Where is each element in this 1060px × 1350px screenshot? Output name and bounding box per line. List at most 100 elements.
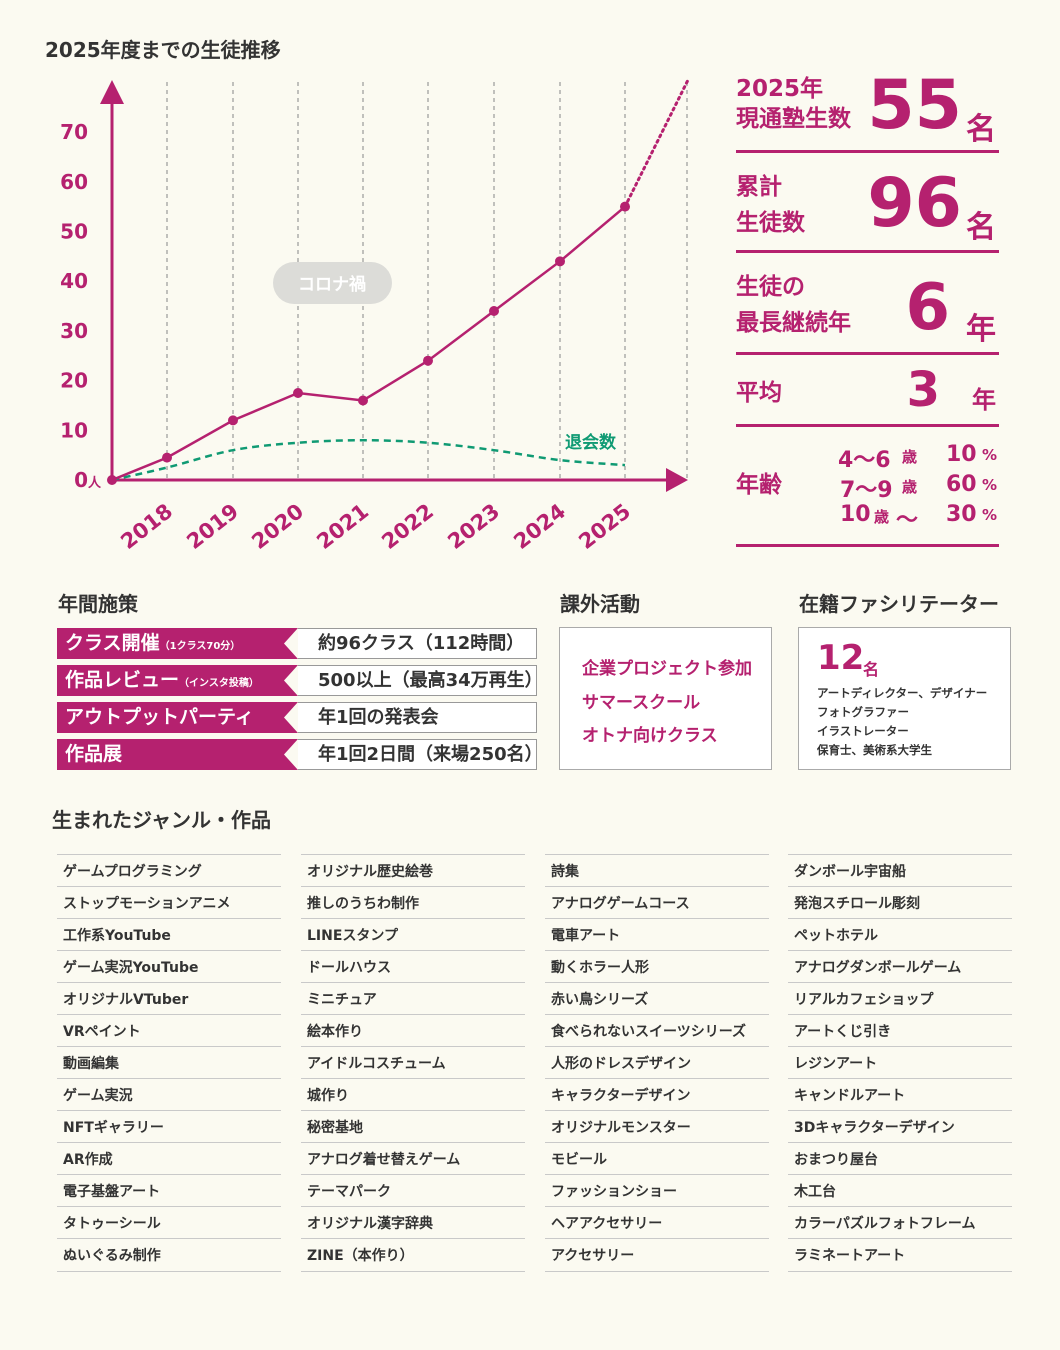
facilitators-unit: 名	[863, 660, 880, 679]
genre-item: アイドルコスチューム	[301, 1046, 525, 1078]
x-tick-label: 2018	[116, 499, 177, 554]
genre-item: 詩集	[545, 854, 769, 886]
x-tick-label: 2021	[312, 499, 373, 554]
y-unit-label: 人	[88, 475, 102, 491]
genre-item: VRペイント	[57, 1014, 281, 1046]
y-tick-label: 40	[60, 269, 88, 293]
genre-item: モビール	[545, 1142, 769, 1174]
age-row: 7〜9 歳 60 %	[800, 472, 1000, 503]
genre-item: 工作系YouTube	[57, 918, 281, 950]
genre-item: カラーパズルフォトフレーム	[788, 1206, 1012, 1238]
facilitator-role: 保育士、美術系大学生	[817, 743, 932, 757]
genre-item: ラミネートアート	[788, 1238, 1012, 1272]
age-pct: 60	[946, 472, 977, 497]
genre-item: ペットホテル	[788, 918, 1012, 950]
measure-label: アウトプットパーティ	[57, 702, 298, 733]
age-pct-unit: %	[982, 476, 998, 494]
longest-unit: 年	[966, 312, 996, 347]
genre-item: アナログ着せ替えゲーム	[301, 1142, 525, 1174]
measure-label: 作品展	[57, 739, 298, 770]
x-tick-label: 2019	[182, 499, 243, 554]
genre-item: 食べられないスイーツシリーズ	[545, 1014, 769, 1046]
genre-item: ゲーム実況YouTube	[57, 950, 281, 982]
genre-column: 詩集 アナログゲームコース 電車アート 動くホラー人形 赤い鳥シリーズ 食べられないスイー…	[545, 854, 769, 1272]
data-point	[228, 415, 238, 426]
genre-item: 発泡スチロール彫刻	[788, 886, 1012, 918]
x-tick-label: 2020	[247, 499, 308, 554]
x-tick-label: 2024	[509, 499, 570, 554]
genre-item: おまつり屋台	[788, 1142, 1012, 1174]
genre-item: ZINE（本作り）	[301, 1238, 525, 1272]
extracurricular-item: 企業プロジェクト参加	[582, 659, 752, 679]
total-students-label-2: 生徒数	[736, 210, 805, 236]
total-students-value: 96	[867, 164, 962, 243]
genre-item: ミニチュア	[301, 982, 525, 1014]
genre-item: ドールハウス	[301, 950, 525, 982]
genre-item: キャンドルアート	[788, 1078, 1012, 1110]
genre-item: 電子基盤アート	[57, 1174, 281, 1206]
current-students-value: 55	[867, 66, 962, 145]
data-point	[423, 355, 433, 366]
age-unit: 歳	[902, 448, 918, 466]
facilitators-box: 12 名 アートディレクター、デザイナー フォトグラファー イラストレーター 保…	[798, 627, 1011, 770]
annotation-label: コロナ禍	[298, 274, 366, 295]
y-tick-label: 70	[60, 120, 88, 144]
age-row: 10 歳 〜 30 %	[800, 502, 1000, 533]
data-point	[620, 201, 630, 212]
age-range: 7〜9	[840, 478, 893, 503]
data-point	[555, 256, 565, 267]
data-point	[293, 388, 303, 399]
facilitators-count: 12	[817, 638, 865, 678]
current-students-unit: 名	[966, 112, 996, 147]
genre-item: ヘアアクセサリー	[545, 1206, 769, 1238]
genre-item: アナログダンボールゲーム	[788, 950, 1012, 982]
data-point	[358, 395, 368, 406]
measure-row: アウトプットパーティ 年1回の発表会	[57, 702, 537, 733]
measure-label: クラス開催（1クラス70分）	[57, 628, 298, 659]
age-pct-unit: %	[982, 446, 998, 464]
genre-item: ダンボール宇宙船	[788, 854, 1012, 886]
average-value: 3	[906, 362, 940, 418]
extracurricular-item: サマースクール	[582, 693, 701, 713]
genre-item: オリジナル歴史絵巻	[301, 854, 525, 886]
genre-column: ゲームプログラミング ストップモーションアニメ 工作系YouTube ゲーム実況You…	[57, 854, 281, 1272]
measure-label: 作品レビュー（インスタ投稿）	[57, 665, 298, 696]
data-point	[107, 475, 117, 485]
divider	[736, 544, 999, 547]
genre-item: アナログゲームコース	[545, 886, 769, 918]
age-unit: 歳	[874, 508, 890, 526]
genre-item: 動くホラー人形	[545, 950, 769, 982]
genre-item: オリジナル漢字辞典	[301, 1206, 525, 1238]
age-range: 4〜6	[838, 448, 891, 473]
genre-item: 人形のドレスデザイン	[545, 1046, 769, 1078]
genre-item: ストップモーションアニメ	[57, 886, 281, 918]
data-point	[162, 452, 172, 463]
facilitator-role: アートディレクター、デザイナー	[817, 686, 988, 700]
genre-item: オリジナルモンスター	[545, 1110, 769, 1142]
age-tail: 〜	[896, 508, 919, 533]
data-point	[489, 306, 499, 317]
divider	[736, 250, 999, 253]
current-students-label-2: 現通塾生数	[736, 106, 851, 132]
genre-item: オリジナルVTuber	[57, 982, 281, 1014]
facilitator-role: フォトグラファー	[817, 705, 909, 719]
measure-row: 作品展 年1回2日間（来場250名）	[57, 739, 543, 770]
genre-item: レジンアート	[788, 1046, 1012, 1078]
genre-item: LINEスタンプ	[301, 918, 525, 950]
divider	[736, 424, 999, 427]
withdrawals-label: 退会数	[565, 432, 617, 453]
genre-item: アートくじ引き	[788, 1014, 1012, 1046]
y-tick-label: 50	[60, 220, 88, 244]
extracurricular-item: オトナ向けクラス	[582, 726, 718, 746]
extracurricular-box: 企業プロジェクト参加 サマースクール オトナ向けクラス	[559, 627, 772, 770]
measure-value: 約96クラス（112時間）	[298, 628, 537, 659]
x-tick-label: 2025	[574, 499, 635, 554]
genre-item: テーマパーク	[301, 1174, 525, 1206]
measure-value: 年1回2日間（来場250名）	[298, 739, 543, 770]
genre-item: キャラクターデザイン	[545, 1078, 769, 1110]
withdrawals-line	[111, 438, 626, 482]
students-line	[111, 205, 626, 482]
x-tick-label: 2023	[443, 499, 504, 554]
measure-value: 年1回の発表会	[298, 702, 537, 733]
